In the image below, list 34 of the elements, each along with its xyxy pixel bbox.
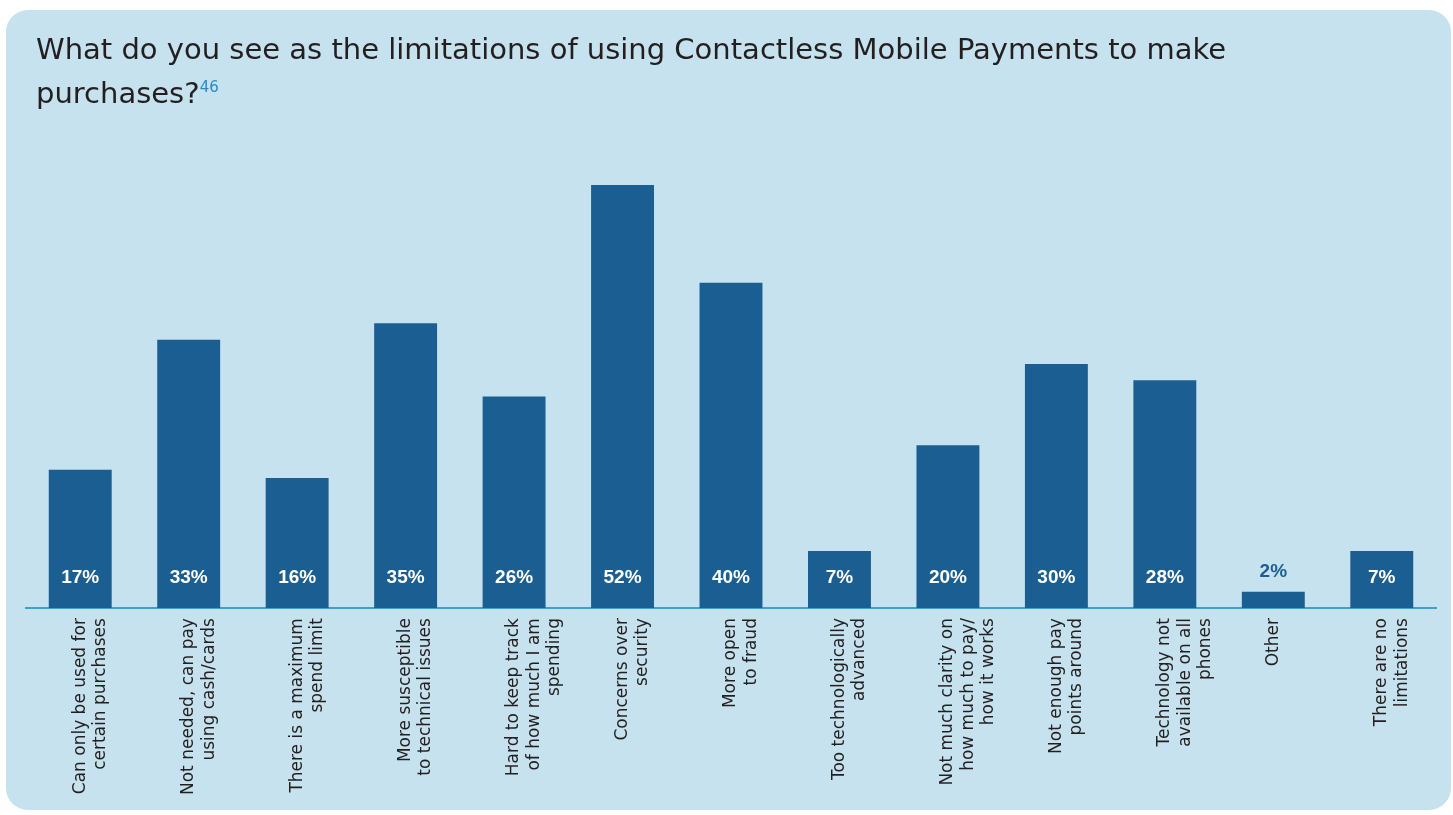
x-tick-label: More open to fraud: [719, 618, 760, 709]
bar: [1350, 551, 1414, 609]
data-label: 40%: [711, 566, 751, 588]
data-label: 30%: [1037, 566, 1076, 588]
bar: [1024, 364, 1088, 609]
bar: [916, 445, 980, 609]
bar: [482, 396, 546, 609]
x-tick-label: There are no limitations: [1370, 617, 1411, 728]
data-label: 7%: [825, 566, 854, 588]
data-label: 16%: [278, 566, 317, 588]
bar: [374, 323, 438, 609]
bar: [1241, 591, 1305, 609]
data-label: 35%: [386, 566, 425, 588]
bar: [157, 339, 221, 609]
bar: [808, 551, 871, 609]
data-label: 7%: [1368, 566, 1396, 588]
data-label: 17%: [61, 566, 100, 588]
data-label: 2%: [1259, 560, 1288, 582]
x-tick-label: Technology not available on all phones: [1153, 617, 1215, 748]
data-label: 26%: [495, 566, 534, 588]
x-tick-label: Other: [1261, 618, 1282, 667]
x-tick-label: Can only be used for certain purchases: [68, 617, 110, 795]
x-tick-label: Too technologically advanced: [827, 618, 869, 782]
bar: [48, 469, 112, 609]
bar: [1133, 380, 1197, 609]
data-label: 52%: [603, 566, 642, 588]
data-label: 28%: [1145, 566, 1184, 588]
bar: [699, 282, 763, 609]
chart-title: What do you see as the limitations of using Contactless Mobile Payments to make purchases?$^{46}$: [36, 31, 1228, 112]
bar: [591, 185, 654, 609]
bar: [265, 477, 329, 609]
data-label: 33%: [169, 566, 208, 588]
data-label: 20%: [928, 566, 968, 588]
x-tick-label: Hard to keep track of how much I am spending: [502, 617, 564, 777]
